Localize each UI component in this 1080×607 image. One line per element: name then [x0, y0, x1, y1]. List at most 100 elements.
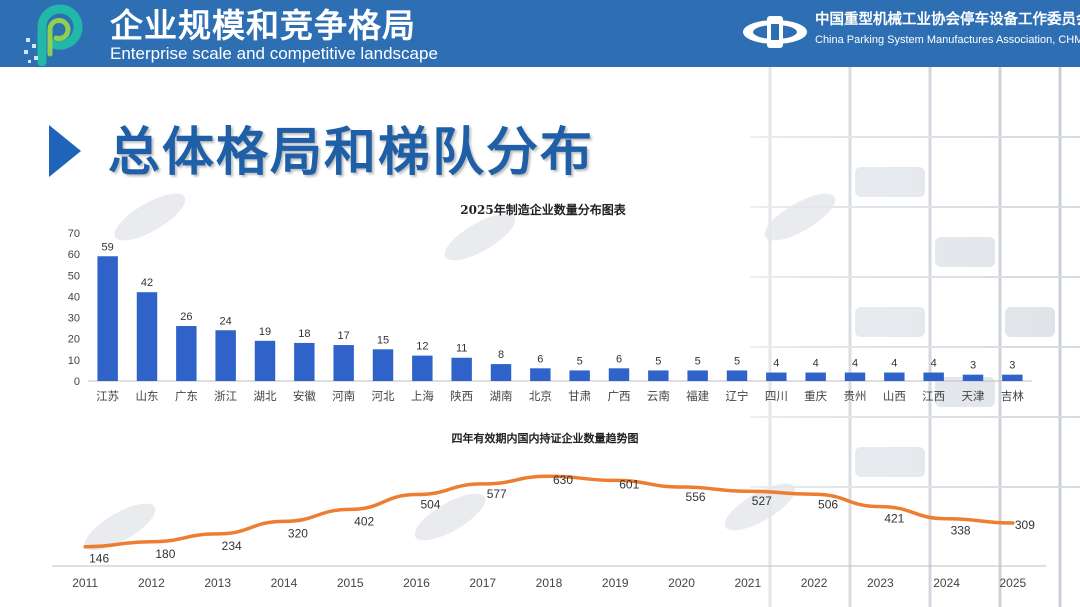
- line-category-label: 2014: [271, 576, 298, 590]
- bar-y-tick: 20: [68, 334, 80, 346]
- bar: [844, 372, 866, 381]
- line-category-label: 2011: [72, 576, 98, 590]
- bar: [884, 372, 905, 381]
- bar: [962, 374, 984, 381]
- line-category-label: 2023: [867, 576, 894, 590]
- bar-category-label: 四川: [765, 389, 788, 403]
- bar-value-label: 4: [773, 358, 779, 370]
- line-value-label: 234: [222, 539, 242, 553]
- bar-y-tick: 10: [68, 355, 80, 367]
- line-category-label: 2013: [204, 576, 231, 590]
- bar-category-label: 广西: [608, 389, 631, 403]
- bar-value-label: 3: [1009, 360, 1015, 372]
- bar: [1002, 374, 1023, 381]
- bar-category-label: 陕西: [450, 389, 473, 403]
- line-value-label: 309: [1015, 518, 1035, 532]
- section-title: 总体格局和梯队分布: [108, 123, 595, 183]
- line-category-label: 2017: [469, 576, 496, 590]
- bullet-triangle-icon: [49, 125, 81, 177]
- line-value-label: 421: [884, 512, 904, 526]
- line-value-label: 630: [553, 473, 573, 487]
- bar-value-label: 6: [537, 353, 543, 365]
- bar-value-label: 5: [695, 355, 701, 367]
- bar-category-label: 山东: [136, 389, 159, 403]
- bar: [569, 370, 590, 381]
- line-value-label: 320: [288, 526, 308, 540]
- bar-value-label: 19: [259, 326, 271, 338]
- line-category-label: 2016: [403, 576, 430, 590]
- bar: [608, 368, 630, 381]
- bar-value-label: 5: [655, 355, 661, 367]
- bar-value-label: 18: [298, 328, 310, 340]
- bar-category-label: 重庆: [804, 389, 827, 403]
- line-category-label: 2012: [138, 576, 165, 590]
- bar-value-label: 5: [577, 355, 583, 367]
- bar-category-label: 天津: [962, 389, 985, 403]
- bar-category-label: 吉林: [1001, 389, 1024, 403]
- bar-value-label: 12: [416, 341, 428, 353]
- bar-category-label: 江苏: [96, 389, 119, 403]
- bar-value-label: 4: [891, 358, 897, 370]
- line-data-labels: 146 180 234 320 402 504 577 630 601 556 527 506 421 3…: [89, 473, 1035, 566]
- bar-y-tick: 60: [68, 249, 80, 261]
- bar-value-label: 11: [456, 343, 467, 355]
- bar-y-tick: 40: [68, 291, 80, 303]
- bar-value-label: 6: [616, 353, 622, 365]
- bar-category-label: 湖北: [254, 389, 277, 403]
- line-value-label: 338: [951, 524, 971, 538]
- line-value-label: 577: [487, 487, 507, 501]
- line-category-label: 2024: [933, 576, 960, 590]
- bar: [451, 357, 472, 381]
- bar: [923, 372, 944, 381]
- association-logo-icon: [743, 16, 807, 48]
- line-value-label: 601: [619, 477, 639, 491]
- bar-value-label: 4: [852, 358, 858, 370]
- bar: [726, 370, 748, 381]
- bar-category-label: 上海: [411, 389, 434, 403]
- line-value-label: 504: [420, 498, 440, 512]
- bar: [176, 326, 197, 381]
- bar-category-labels: 江苏 山东 广东 浙江 湖北 安徽 河南 河北 上海 陕西 湖南 北京 甘肃 广西 云南 福建 辽宁 四川 重庆 贵州…: [96, 389, 1024, 403]
- bar: [215, 330, 236, 381]
- bar-category-label: 福建: [686, 389, 709, 403]
- header-title: 企业规模和竞争格局: [110, 6, 416, 45]
- bar-category-label: 北京: [529, 389, 552, 403]
- association-name-cn: 中国重型机械工业协会停车设备工作委员会: [815, 12, 1080, 28]
- bar-value-label: 5: [734, 355, 740, 367]
- line-chart-title: 四年有效期内国内持证企业数量趋势图: [452, 431, 639, 445]
- line-category-label: 2019: [602, 576, 629, 590]
- bar-category-label: 河北: [372, 389, 395, 403]
- bar: [530, 368, 551, 381]
- bar-value-label: 17: [338, 330, 350, 342]
- line-value-label: 506: [818, 497, 838, 511]
- bar-value-label: 24: [220, 315, 232, 327]
- line-value-label: 146: [89, 552, 109, 566]
- bar-data-labels: 59 42 26 24 19 18 17 15 12 11 8 6 5 6 5 5 5 4 4 4 4 4 3 3: [102, 241, 1016, 371]
- header-subtitle: Enterprise scale and competitive landsca…: [110, 44, 438, 63]
- bar-value-label: 4: [931, 358, 937, 370]
- bar-chart-title: 2025年制造企业数量分布图表: [460, 202, 626, 217]
- line-category-label: 2018: [536, 576, 563, 590]
- bar-value-label: 4: [813, 358, 819, 370]
- bar-y-tick: 30: [68, 313, 80, 325]
- bar-category-label: 山西: [883, 389, 906, 403]
- line-category-label: 2021: [734, 576, 761, 590]
- line-category-labels: 2011 2012 2013 2014 2015 2016 2017 2018 2019 2020…: [72, 576, 1026, 590]
- bar-series: [97, 256, 1023, 381]
- bar-y-tick: 50: [68, 270, 80, 282]
- bar-category-label: 河南: [332, 389, 355, 403]
- line-category-label: 2020: [668, 576, 695, 590]
- line-value-label: 556: [686, 490, 706, 504]
- bar-value-label: 15: [377, 334, 389, 346]
- line-value-label: 527: [752, 494, 772, 508]
- bar-value-label: 59: [102, 241, 114, 253]
- bar: [372, 349, 394, 381]
- bar: [333, 345, 354, 381]
- bar-value-label: 26: [180, 311, 192, 323]
- bar-value-label: 42: [141, 277, 153, 289]
- bar: [294, 342, 315, 381]
- bar-category-label: 江西: [922, 389, 945, 403]
- line-value-label: 180: [155, 547, 175, 561]
- watermark-pattern: [84, 193, 836, 551]
